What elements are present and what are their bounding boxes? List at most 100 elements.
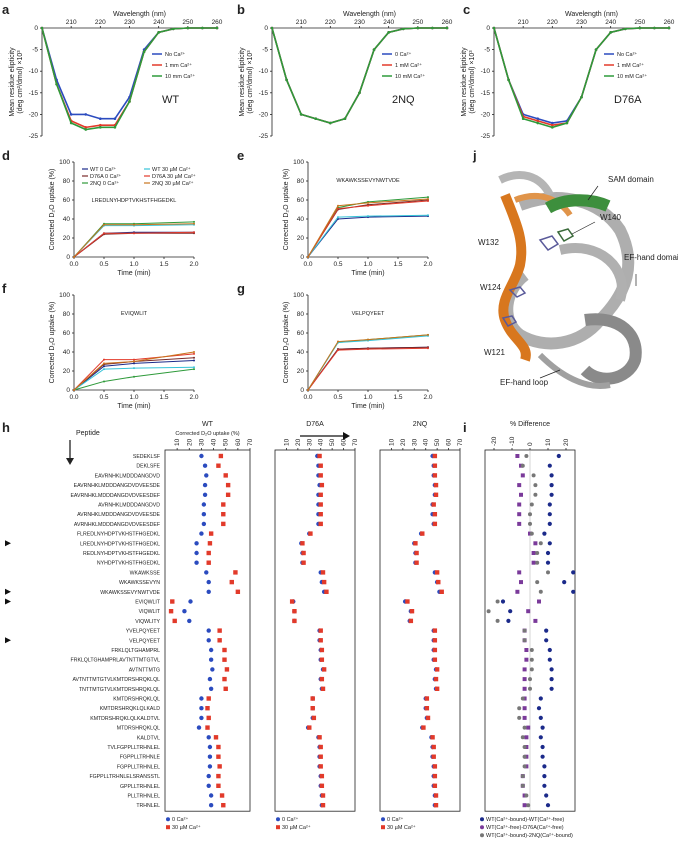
cd-x-tick-label: 240 — [383, 19, 394, 26]
hdx-point — [103, 362, 105, 365]
i-point-diff1 — [547, 521, 552, 527]
i-point-diff3 — [531, 473, 536, 478]
i-point-diff3 — [522, 764, 527, 769]
highlight-arrow — [5, 588, 11, 595]
cd-point — [565, 121, 569, 125]
peptide-label: SEDEKLSF — [133, 454, 160, 460]
h-column-title: D76A — [306, 421, 324, 428]
label-w121: W121 — [484, 348, 505, 357]
h-point-0ca — [196, 725, 202, 730]
cd-point — [299, 113, 303, 116]
cd-legend-label: 10 mM Ca²⁺ — [617, 73, 647, 80]
hdx-point — [193, 220, 195, 223]
peptide-label: WKAWKSSEVYN — [119, 580, 160, 586]
i-point-diff3 — [486, 609, 491, 614]
h-point-30ca — [222, 676, 227, 682]
cd-y-tick-label: -10 — [259, 68, 269, 75]
hdx-point — [133, 360, 135, 363]
h-point-30ca — [216, 744, 221, 750]
i-tick-label: -10 — [509, 436, 516, 446]
peptide-label: WKAWKSSE — [130, 570, 161, 576]
h-point-0ca — [199, 696, 204, 701]
hdx-y-tick-label: 0 — [300, 387, 304, 394]
cd-point — [69, 121, 73, 125]
i-point-diff2 — [515, 454, 520, 458]
cd-point — [431, 26, 434, 30]
hdx-y-tick-label: 40 — [297, 216, 305, 223]
hdx-point — [103, 380, 105, 383]
w140-leader — [571, 221, 596, 235]
gray-strand-top — [498, 171, 554, 198]
i-point-diff1 — [547, 502, 552, 507]
i-point-diff1 — [549, 667, 554, 672]
hdx-point — [133, 223, 135, 226]
hdx-xlabel: Time (min) — [351, 270, 384, 277]
h-point-30ca — [431, 744, 436, 750]
cd-x-tick-label: 230 — [354, 19, 365, 26]
h-point-30ca — [436, 579, 441, 585]
hdx-y-tick-label: 20 — [63, 368, 71, 375]
h-point-30ca — [324, 589, 329, 594]
h-point-30ca — [318, 512, 323, 517]
hdx-point — [427, 333, 429, 336]
hdx-xlabel: Time (min) — [351, 403, 384, 410]
h-tick-label: 70 — [247, 438, 254, 446]
h-point-30ca — [224, 667, 230, 672]
cd-point — [186, 26, 190, 30]
hdx-y-tick-label: 80 — [297, 178, 305, 185]
panel-label-j: j — [472, 148, 477, 163]
h-point-30ca — [213, 735, 219, 740]
panel-label-b: b — [237, 2, 245, 17]
h-point-0ca — [206, 579, 211, 585]
cd-ylabel-1: Mean residue elipticity — [461, 47, 468, 117]
cd-y-tick-label: -15 — [481, 90, 491, 97]
cd-x-tick-label: 220 — [95, 19, 106, 26]
cd-point — [113, 126, 117, 129]
hdx-point — [193, 222, 195, 225]
gray-helix-3 — [580, 313, 642, 385]
hdx-legend-label: WT 30 µM Ca²⁺ — [152, 166, 191, 173]
cd-point — [201, 26, 204, 30]
cd-x-tick-label: 260 — [664, 19, 675, 26]
i-point-diff1 — [538, 715, 543, 721]
h-point-30ca — [431, 754, 436, 759]
h-point-30ca — [320, 803, 326, 808]
h-point-30ca — [409, 609, 415, 614]
h-tick-label: 50 — [223, 438, 230, 446]
i-point-diff3 — [526, 803, 531, 808]
cd-ylabel-1: Mean residue elipticity — [9, 47, 16, 117]
i-point-diff2 — [522, 706, 527, 711]
h-legend-swatch-0 — [166, 817, 170, 822]
hdx-point — [133, 362, 135, 365]
h-point-30ca — [310, 696, 315, 701]
h-tick-label: 20 — [400, 438, 407, 446]
h-column-0: 10 20 30 40 50 60 70 WT Corrected D₂O uptake (%)… — [164, 421, 254, 831]
hdx-point — [133, 358, 135, 361]
i-point-diff2 — [515, 589, 520, 594]
peptide-label: KMTDRSHRQKLQLKALD — [100, 706, 161, 712]
h-point-30ca — [318, 754, 323, 759]
i-point-diff1 — [562, 580, 567, 585]
i-point-diff3 — [535, 580, 540, 585]
hdx-x-tick-label: 1.5 — [159, 394, 168, 401]
cd-point — [142, 50, 146, 54]
h-tick-label: 10 — [174, 438, 181, 446]
hdx-y-tick-label: 80 — [63, 178, 71, 185]
i-point-diff2 — [531, 560, 536, 565]
cd-point — [551, 123, 554, 127]
i-point-diff1 — [540, 744, 545, 750]
cd-y-tick-label: -15 — [259, 90, 269, 97]
hdx-point — [337, 349, 339, 352]
panel-label-c: c — [463, 2, 470, 17]
cd-x-tick-label: 250 — [412, 19, 423, 26]
hdx-point — [427, 199, 429, 202]
cd-ylabel-1: Mean residue elipticity — [239, 47, 246, 117]
cd-xlabel: Wavelength (nm) — [343, 11, 396, 18]
hdx-y-tick-label: 100 — [59, 159, 70, 166]
hdx-point — [193, 359, 195, 362]
i-point-diff1 — [542, 783, 547, 788]
cd-sample-name: WT — [162, 94, 179, 106]
peptide-label: EVIQWLIT — [135, 600, 161, 606]
h-point-30ca — [321, 667, 327, 672]
i-point-diff3 — [533, 483, 538, 488]
